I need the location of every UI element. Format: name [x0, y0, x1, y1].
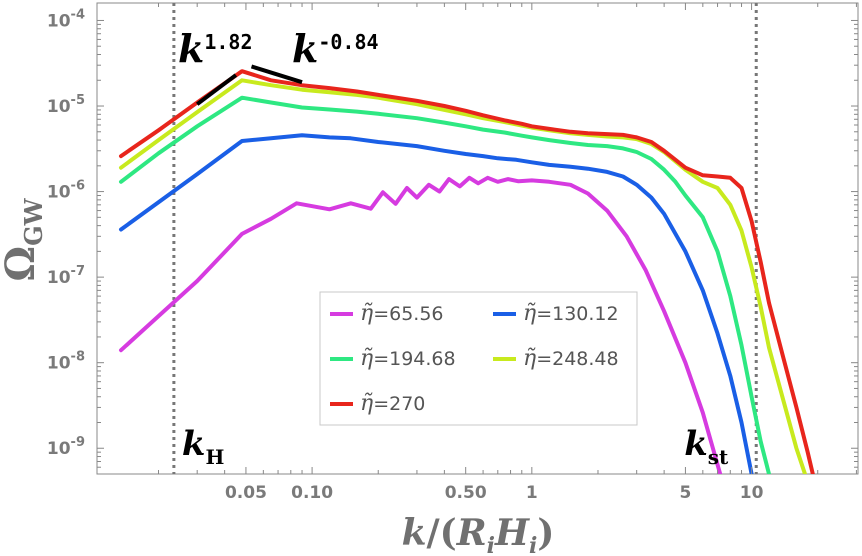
series-line-0 — [119, 175, 723, 474]
reference-lines — [172, 3, 758, 474]
series-line-4 — [119, 69, 815, 474]
x-axis-title-i2: i — [529, 533, 537, 556]
vline-label-main: k — [182, 424, 206, 464]
y-tick-exponent: -7 — [71, 264, 85, 279]
y-tick-mantissa: 10 — [47, 11, 71, 31]
slope-label: k-0.84 — [292, 26, 379, 71]
y-tick-label: 10-4 — [47, 7, 85, 31]
y-axis-title-main: Ω — [0, 246, 44, 282]
plot-frame — [96, 2, 859, 475]
y-axis-title: ΩGW — [0, 197, 48, 281]
slope-label-exp: 1.82 — [204, 30, 252, 54]
x-axis-title-i1: i — [487, 533, 495, 556]
y-tick-mantissa: 10 — [47, 439, 71, 459]
plot-border — [96, 2, 859, 475]
y-tick-mantissa: 10 — [47, 354, 71, 374]
legend-eta: η̃ — [523, 301, 536, 326]
slope-line — [250, 64, 303, 85]
legend-eta: η̃ — [523, 346, 536, 371]
legend-value: =248.48 — [536, 348, 618, 370]
legend-label-2: η̃=194.68 — [360, 346, 456, 371]
legend-value: =194.68 — [373, 348, 455, 370]
vline-label-main: k — [684, 424, 708, 464]
legend-label-4: η̃=270 — [360, 391, 425, 416]
x-axis-title-close: ) — [537, 512, 554, 554]
slope-annotations: k1.82 k-0.84 — [178, 26, 379, 106]
vline-label: kst — [684, 424, 729, 469]
legend-eta: η̃ — [360, 391, 373, 416]
slope-label-main: k — [178, 26, 204, 71]
x-axis-title-k: k — [402, 512, 427, 554]
vline-label-sub: st — [708, 445, 729, 469]
y-tick-exponent: -9 — [71, 435, 85, 450]
x-axis-title-H: H — [494, 512, 530, 554]
x-tick-label: 5 — [680, 483, 692, 503]
legend-eta: η̃ — [360, 346, 373, 371]
vline-label-sub: H — [205, 445, 224, 469]
x-tick-label: 0.10 — [291, 483, 333, 503]
x-tick-label: 1 — [526, 483, 538, 503]
y-tick-exponent: -6 — [71, 179, 85, 194]
y-tick-exponent: -5 — [71, 93, 85, 108]
series-lines — [119, 69, 815, 474]
series-line-1 — [119, 133, 754, 474]
slope-label-exp: -0.84 — [318, 30, 378, 54]
y-tick-label: 10-7 — [47, 264, 85, 288]
x-tick-label: 0.50 — [445, 483, 487, 503]
x-axis-title-sep: /( — [427, 512, 457, 554]
x-axis-title: k/(RiHi) — [402, 512, 555, 556]
legend-box — [319, 291, 638, 426]
vline-label: kH — [182, 424, 224, 469]
legend-label-0: η̃=65.56 — [360, 301, 444, 326]
y-tick-mantissa: 10 — [47, 183, 71, 203]
axes: 0.05 0.10 0.50 1 5 1010-910-810-710-610-510-4… — [0, 3, 858, 556]
legend-value: =270 — [373, 393, 425, 415]
x-axis-title-R: R — [456, 512, 487, 554]
x-tick-label: 10 — [740, 483, 764, 503]
legend-label-1: η̃=130.12 — [523, 301, 619, 326]
y-tick-mantissa: 10 — [47, 268, 71, 288]
legend-value: =65.56 — [373, 303, 443, 325]
slope-label-main: k — [292, 26, 318, 71]
y-axis-title-sub: GW — [19, 197, 48, 245]
y-tick-exponent: -8 — [71, 350, 85, 365]
y-tick-label: 10-8 — [47, 350, 85, 374]
x-tick-label: 0.05 — [225, 483, 267, 503]
y-tick-label: 10-5 — [47, 93, 85, 117]
slope-line — [195, 73, 238, 106]
y-tick-label: 10-6 — [47, 179, 85, 203]
legend-label-3: η̃=248.48 — [523, 346, 619, 371]
y-tick-exponent: -4 — [71, 7, 85, 22]
legend: η̃=65.56 η̃=130.12η̃=194.68 η̃=248.48η̃=27… — [319, 291, 638, 426]
series-line-2 — [119, 95, 771, 474]
legend-eta: η̃ — [360, 301, 373, 326]
y-tick-label: 10-9 — [47, 435, 85, 459]
slope-label: k1.82 — [178, 26, 253, 71]
y-tick-mantissa: 10 — [47, 97, 71, 117]
legend-value: =130.12 — [536, 303, 618, 325]
